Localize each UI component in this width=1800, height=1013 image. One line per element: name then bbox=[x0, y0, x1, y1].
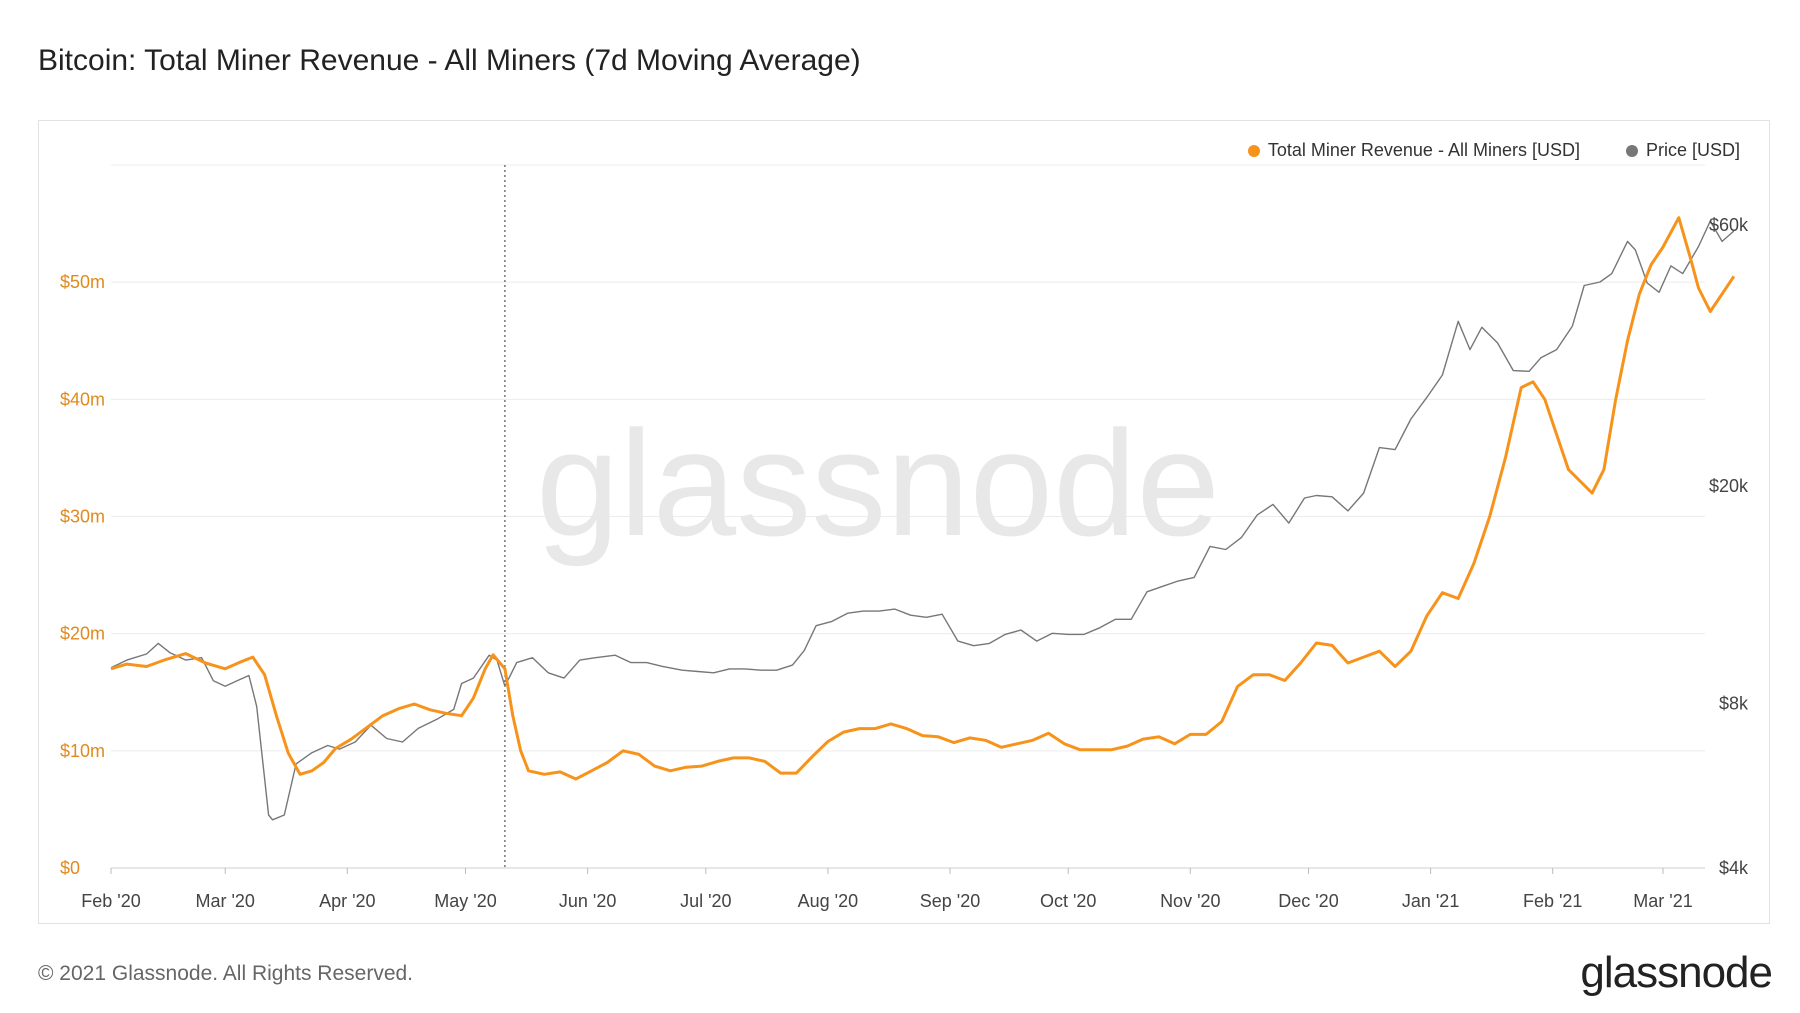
footer-copyright: © 2021 Glassnode. All Rights Reserved. bbox=[38, 962, 414, 985]
x-tick-label: Oct '20 bbox=[1040, 891, 1096, 911]
x-tick-label: Mar '20 bbox=[195, 891, 254, 911]
price-line bbox=[110, 220, 1735, 821]
chart-frame bbox=[38, 120, 1770, 924]
x-tick-label: Apr '20 bbox=[319, 891, 375, 911]
y-right-tick-label: $20k bbox=[1709, 476, 1749, 496]
x-tick-label: Feb '21 bbox=[1523, 891, 1582, 911]
x-tick-label: Jan '21 bbox=[1402, 891, 1459, 911]
legend-item-price[interactable]: Price [USD] bbox=[1625, 140, 1740, 161]
y-left-tick-label: $20m bbox=[60, 624, 105, 644]
price-legend-dot bbox=[1625, 144, 1638, 157]
y-left-tick-label: $10m bbox=[60, 741, 105, 761]
x-tick-label: May '20 bbox=[434, 891, 496, 911]
x-tick-label: Nov '20 bbox=[1160, 891, 1220, 911]
y-left-tick-label: $30m bbox=[60, 507, 105, 527]
y-right-tick-label: $60k bbox=[1709, 215, 1749, 235]
x-tick-label: Mar '21 bbox=[1633, 891, 1692, 911]
x-tick-label: Dec '20 bbox=[1278, 891, 1338, 911]
revenue-line bbox=[110, 216, 1736, 781]
x-tick-label: Sep '20 bbox=[920, 891, 981, 911]
x-tick-label: Jun '20 bbox=[559, 891, 616, 911]
y-left-tick-label: $40m bbox=[60, 389, 105, 409]
footer-logo: glassnode bbox=[1580, 948, 1773, 997]
y-left-tick-label: $0 bbox=[60, 858, 80, 878]
revenue-legend-dot bbox=[1247, 144, 1260, 157]
legend-item-revenue[interactable]: Total Miner Revenue - All Miners [USD] bbox=[1247, 140, 1580, 161]
legend-label-revenue: Total Miner Revenue - All Miners [USD] bbox=[1267, 140, 1580, 160]
x-tick-label: Jul '20 bbox=[680, 891, 731, 911]
chart-title: Bitcoin: Total Miner Revenue - All Miner… bbox=[38, 44, 861, 77]
legend-label-price: Price [USD] bbox=[1645, 140, 1740, 160]
y-right-tick-label: $4k bbox=[1719, 858, 1749, 878]
y-right-tick-label: $8k bbox=[1719, 693, 1749, 713]
watermark: glassnode bbox=[536, 399, 1220, 567]
x-tick-label: Feb '20 bbox=[81, 891, 140, 911]
y-left-tick-label: $50m bbox=[60, 272, 105, 292]
chart-legend: Total Miner Revenue - All Miners [USD] P… bbox=[1247, 140, 1740, 161]
x-tick-label: Aug '20 bbox=[798, 891, 859, 911]
